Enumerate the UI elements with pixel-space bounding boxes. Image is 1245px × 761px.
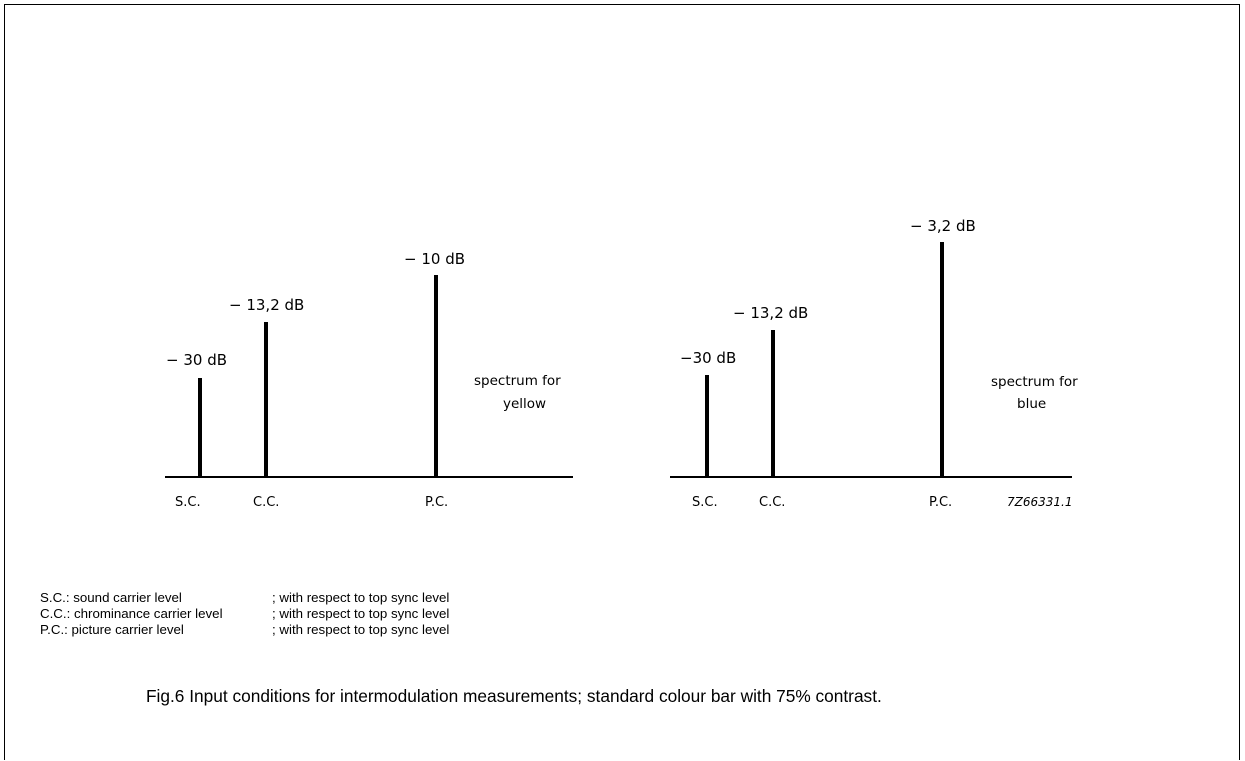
level-label-sc: − 30 dB: [166, 351, 227, 369]
level-label-cc: − 13,2 dB: [229, 296, 304, 314]
legend-note: ; with respect to top sync level: [272, 590, 450, 605]
panel-caption-line2: blue: [1017, 396, 1046, 412]
panel-blue: −30 dB − 13,2 dB − 3,2 dB S.C. C.C. P.C.…: [670, 217, 1078, 510]
drawing-code: 7Z66331.1: [1007, 495, 1072, 509]
level-label-sc: −30 dB: [680, 349, 736, 367]
panel-caption-line2: yellow: [503, 396, 546, 412]
figure-frame: [4, 4, 1240, 760]
axis-label-cc: C.C.: [759, 495, 785, 510]
legend-row-pc: P.C.: picture carrier level ; with respe…: [40, 622, 449, 638]
axis-label-sc: S.C.: [692, 495, 718, 510]
legend-term: P.C.: picture carrier level: [40, 622, 184, 637]
axis-label-sc: S.C.: [175, 495, 201, 510]
figure-caption: Fig.6 Input conditions for intermodulati…: [146, 686, 882, 706]
axis-label-cc: C.C.: [253, 495, 279, 510]
legend-row-sc: S.C.: sound carrier level ; with respect…: [40, 590, 449, 606]
legend-term: C.C.: chrominance carrier level: [40, 606, 223, 621]
panel-caption-line1: spectrum for: [991, 374, 1078, 390]
legend-note: ; with respect to top sync level: [272, 622, 450, 637]
panel-yellow: − 30 dB − 13,2 dB − 10 dB S.C. C.C. P.C.…: [165, 250, 573, 510]
legend: S.C.: sound carrier level ; with respect…: [40, 590, 449, 638]
axis-label-pc: P.C.: [425, 495, 448, 510]
legend-note: ; with respect to top sync level: [272, 606, 450, 621]
level-label-pc: − 10 dB: [404, 250, 465, 268]
legend-term: S.C.: sound carrier level: [40, 590, 182, 605]
panel-caption-line1: spectrum for: [474, 373, 561, 389]
axis-label-pc: P.C.: [929, 495, 952, 510]
legend-row-cc: C.C.: chrominance carrier level ; with r…: [40, 606, 449, 622]
level-label-pc: − 3,2 dB: [910, 217, 976, 235]
level-label-cc: − 13,2 dB: [733, 304, 808, 322]
